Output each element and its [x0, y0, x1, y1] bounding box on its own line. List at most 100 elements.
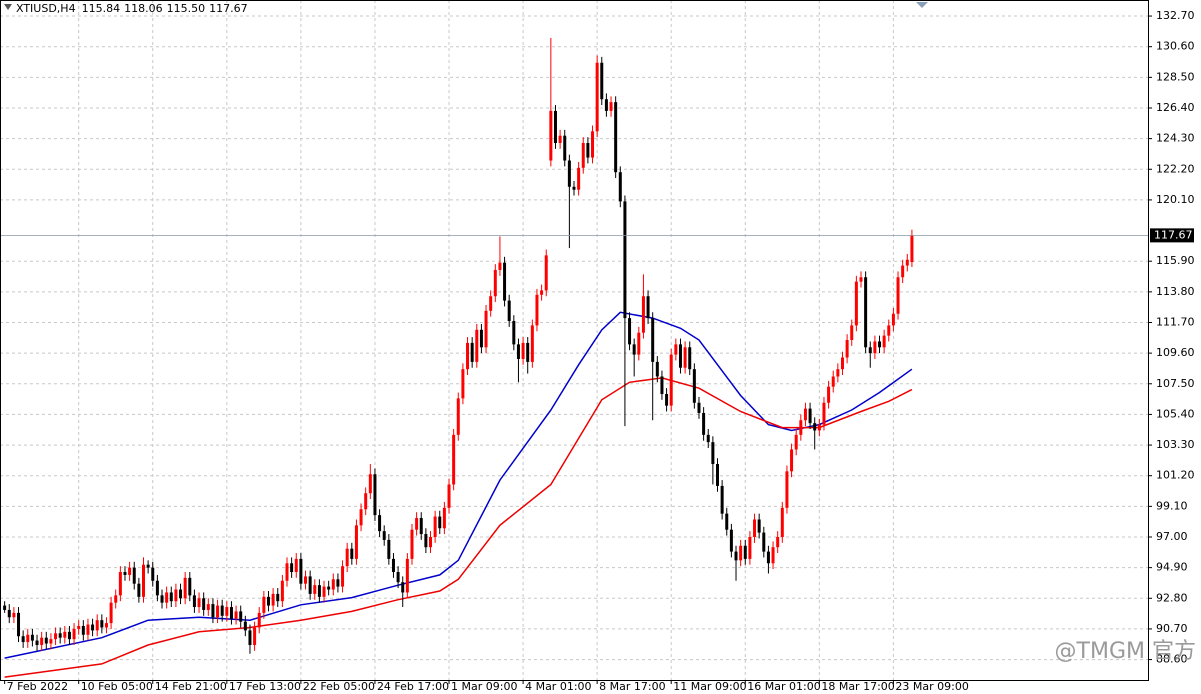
candle-body — [313, 585, 317, 594]
candle-body — [780, 507, 784, 537]
candle-body — [387, 539, 391, 559]
candle-body — [567, 160, 571, 187]
shift-marker — [916, 2, 928, 8]
y-tick-label: 105.40 — [1156, 407, 1195, 420]
candle-body — [21, 636, 25, 643]
candle-body — [878, 341, 882, 348]
candle-body — [202, 598, 206, 610]
candle-body — [211, 604, 215, 618]
candle-body — [808, 408, 812, 424]
candle-body — [35, 640, 39, 645]
candle-body — [822, 402, 826, 425]
candle-body — [299, 558, 303, 584]
candle-body — [734, 551, 738, 561]
candle-body — [530, 325, 534, 362]
symbol-icon — [4, 4, 12, 10]
candle-body — [359, 509, 363, 526]
y-tick-label: 101.20 — [1156, 469, 1195, 482]
candle-body — [382, 531, 386, 540]
y-tick-label: 113.80 — [1156, 285, 1195, 298]
candle-body — [470, 342, 474, 362]
candle-body — [433, 516, 437, 537]
candle-body — [604, 99, 608, 111]
candle-body — [512, 321, 516, 345]
candle-body — [905, 259, 909, 266]
candle-body — [155, 580, 159, 596]
candle-body — [544, 255, 548, 291]
candle-body — [586, 143, 590, 158]
candle-body — [873, 341, 877, 354]
x-tick-label: 4 Mar 01:00 — [525, 680, 591, 693]
candle-body — [540, 290, 544, 295]
candle-body — [688, 347, 692, 370]
candle-body — [405, 558, 409, 593]
y-tick-label: 120.10 — [1156, 193, 1195, 206]
candle-body — [503, 262, 507, 301]
candle-body — [739, 545, 743, 561]
candle-body — [216, 605, 220, 618]
candle-body — [368, 474, 372, 494]
high-label: 118.06 — [124, 2, 163, 15]
candle-body — [345, 548, 349, 567]
candle-body — [803, 408, 807, 421]
candle-body — [637, 332, 641, 355]
candle-body — [475, 329, 479, 362]
candle-body — [262, 596, 266, 613]
candle-body — [30, 634, 34, 641]
y-tick-label: 132.70 — [1156, 9, 1195, 22]
candle-body — [290, 563, 294, 573]
candle-body — [271, 593, 275, 606]
candle-body — [401, 582, 405, 593]
candle-body — [243, 621, 247, 631]
candle-body — [868, 347, 872, 354]
y-tick-label: 94.90 — [1156, 561, 1188, 574]
candle-body — [336, 579, 340, 587]
candle-body — [549, 110, 553, 161]
candle-body — [192, 595, 196, 608]
y-tick-label: 109.60 — [1156, 346, 1195, 359]
y-tick-label: 111.70 — [1156, 315, 1195, 328]
candle-body — [429, 536, 432, 548]
candle-body — [378, 515, 382, 532]
candle-body — [535, 294, 539, 326]
candle-body — [521, 342, 525, 359]
candle-body — [581, 143, 585, 168]
candle-body — [609, 102, 613, 111]
candle-body — [91, 624, 95, 631]
y-tick-label: 107.50 — [1156, 377, 1195, 390]
candle-body — [623, 201, 627, 319]
candle-body — [229, 607, 233, 619]
candle-body — [123, 572, 127, 575]
moving-average — [4, 311, 913, 659]
low-label: 115.50 — [167, 2, 206, 15]
candle-body — [220, 605, 224, 616]
x-tick-label: 23 Mar 09:00 — [895, 680, 968, 693]
candle-body — [49, 639, 53, 644]
candle-body — [725, 513, 729, 530]
candle-body — [364, 493, 368, 510]
candle-body — [794, 434, 798, 450]
candle-body — [239, 611, 243, 622]
candle-body — [817, 424, 821, 431]
candle-body — [304, 576, 308, 584]
candle-body — [86, 624, 90, 635]
candle-body — [100, 620, 104, 628]
candle-body — [322, 586, 326, 597]
y-tick-label: 122.20 — [1156, 162, 1195, 175]
candle-body — [753, 519, 757, 537]
candle-body — [174, 589, 178, 602]
candle-body — [81, 626, 85, 635]
candle-body — [341, 566, 345, 587]
x-tick-label: 16 Mar 01:00 — [747, 680, 820, 693]
candle-body — [743, 545, 747, 559]
y-tick-label: 88.60 — [1156, 653, 1188, 666]
candle-body — [109, 602, 113, 624]
candle-body — [854, 281, 858, 326]
candle-body — [179, 589, 183, 599]
y-tick-label: 115.90 — [1156, 254, 1195, 267]
candle-body — [466, 342, 470, 370]
x-tick-label: 1 Mar 09:00 — [451, 680, 517, 693]
candle-body — [845, 340, 849, 358]
candle-body — [850, 325, 854, 340]
